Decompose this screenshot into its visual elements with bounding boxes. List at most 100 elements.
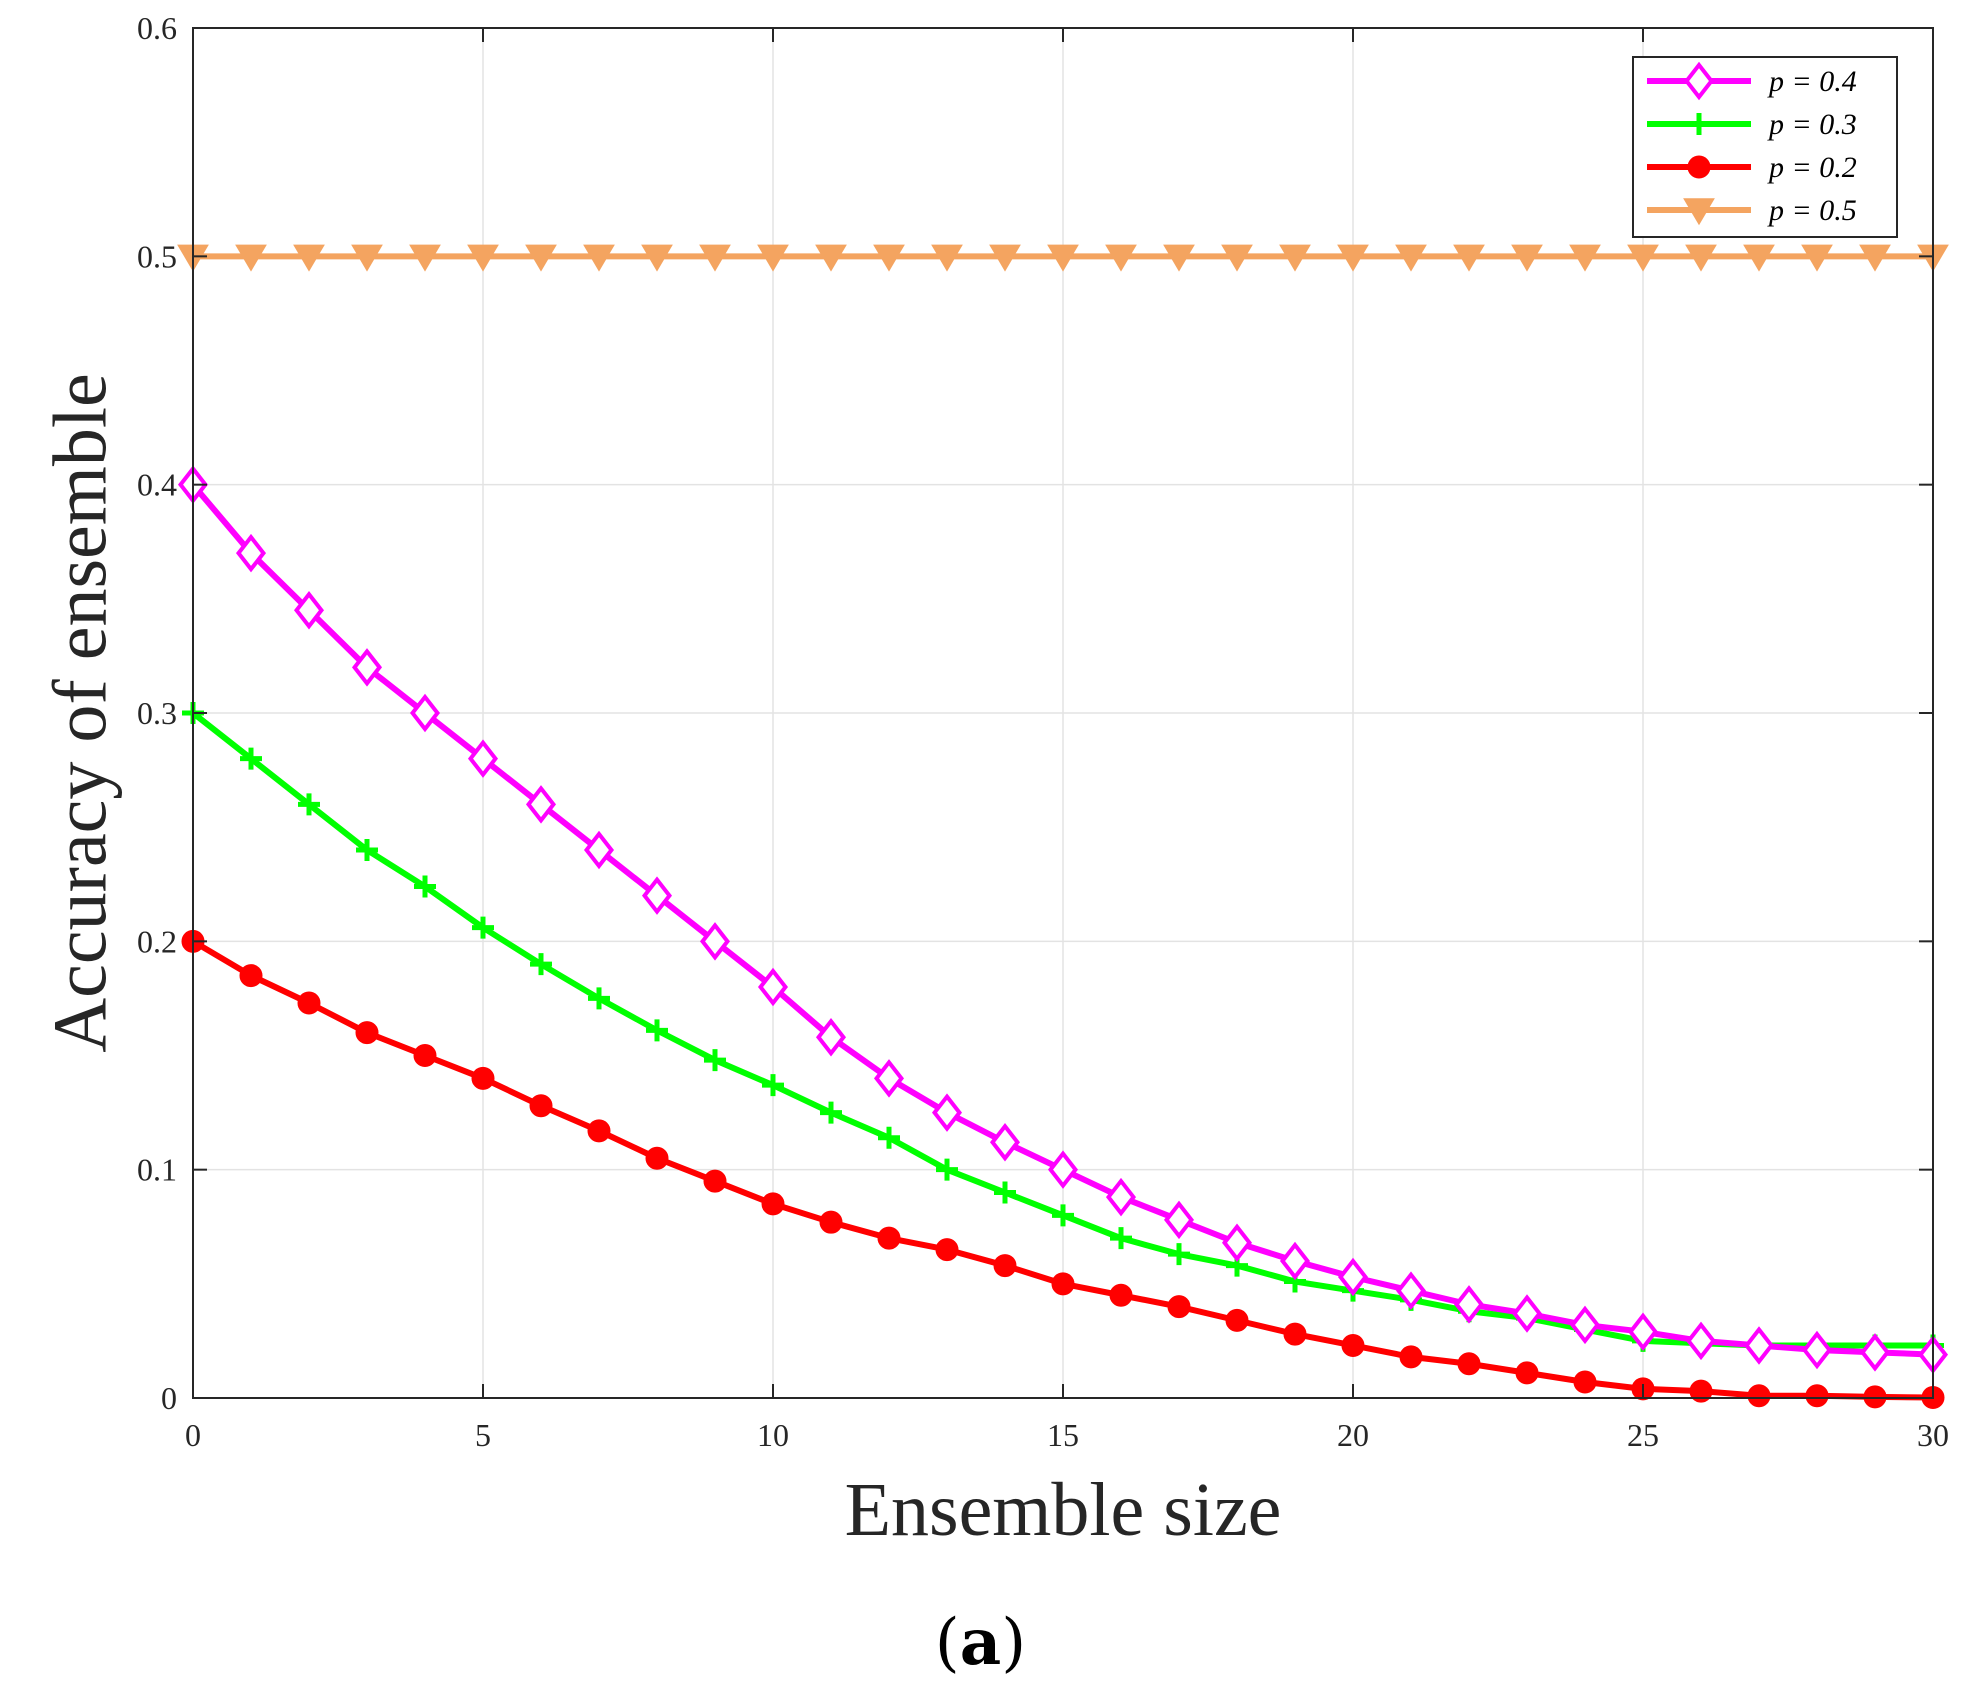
y-tick-label: 0.1 [137, 1152, 177, 1188]
data-point-p-0-2 [645, 1146, 669, 1170]
data-point-p-0-4 [235, 533, 267, 573]
data-point-p-0-3 [298, 793, 320, 816]
data-point-p-0-5 [1859, 244, 1891, 272]
data-point-p-0-4 [1569, 1305, 1601, 1345]
data-point-p-0-4 [931, 1093, 963, 1132]
x-axis-label: Ensemble size [845, 1468, 1282, 1552]
data-point-p-0-5 [1801, 244, 1833, 272]
data-point-p-0-4 [1627, 1312, 1659, 1352]
data-point-p-0-2 [297, 991, 321, 1015]
data-point-p-0-5 [1163, 244, 1195, 272]
data-point-p-0-2 [1689, 1379, 1713, 1403]
data-point-p-0-3 [1052, 1204, 1074, 1227]
data-point-p-0-3 [762, 1074, 784, 1097]
data-point-p-0-2 [1805, 1384, 1829, 1408]
x-tick-label: 5 [475, 1417, 491, 1453]
legend-marker-p-0-4 [1683, 61, 1715, 101]
data-point-p-0-4 [1337, 1257, 1369, 1297]
data-point-p-0-4 [351, 648, 383, 687]
series-p-0-5 [177, 244, 1949, 272]
y-tick-label: 0.5 [137, 238, 177, 274]
data-point-p-0-4 [641, 876, 673, 915]
data-point-p-0-3 [414, 875, 436, 898]
data-point-p-0-5 [873, 244, 905, 272]
y-tick-label: 0.3 [137, 695, 177, 731]
data-point-p-0-4 [1105, 1177, 1137, 1217]
data-point-p-0-5 [1743, 244, 1775, 272]
data-point-p-0-2 [703, 1169, 727, 1193]
data-point-p-0-5 [1279, 244, 1311, 272]
legend-marker-p-0-5 [1683, 198, 1715, 226]
y-tick-label: 0.6 [137, 10, 177, 46]
figure-caption: (a) [0, 1605, 1961, 1680]
data-point-p-0-2 [877, 1226, 901, 1250]
x-tick-label: 15 [1047, 1417, 1079, 1453]
data-point-p-0-4 [699, 922, 731, 961]
data-point-p-0-3 [530, 953, 552, 976]
data-point-p-0-4 [1395, 1271, 1427, 1310]
data-point-p-0-4 [293, 590, 325, 630]
data-point-p-0-5 [467, 244, 499, 272]
legend-marker-p-0-3 [1688, 113, 1710, 135]
data-point-p-0-3 [878, 1126, 900, 1149]
data-point-p-0-2 [355, 1021, 379, 1045]
data-point-p-0-4 [873, 1059, 905, 1098]
data-point-p-0-2 [1863, 1385, 1887, 1409]
data-point-p-0-2 [587, 1119, 611, 1143]
data-point-p-0-2 [819, 1210, 843, 1234]
data-point-p-0-2 [761, 1192, 785, 1216]
data-point-p-0-5 [1569, 244, 1601, 272]
data-point-p-0-5 [757, 244, 789, 272]
data-point-p-0-4 [1685, 1321, 1717, 1361]
data-point-p-0-4 [989, 1123, 1021, 1162]
data-point-p-0-5 [1627, 244, 1659, 272]
data-point-p-0-4 [467, 739, 499, 778]
data-point-p-0-3 [356, 839, 378, 861]
data-point-p-0-2 [413, 1044, 437, 1067]
data-point-p-0-5 [583, 244, 615, 272]
data-point-p-0-2 [1457, 1352, 1481, 1376]
data-point-p-0-4 [1801, 1330, 1833, 1370]
data-point-p-0-5 [1685, 244, 1717, 272]
legend-marker-p-0-2 [1687, 155, 1711, 179]
data-point-p-0-4 [525, 785, 557, 824]
data-point-p-0-5 [1511, 244, 1543, 272]
data-point-p-0-2 [1747, 1384, 1771, 1408]
data-point-p-0-5 [931, 244, 963, 272]
caption-letter: a [959, 1605, 1002, 1680]
caption-close-paren: ) [1001, 1606, 1027, 1680]
data-point-p-0-5 [815, 244, 847, 272]
data-point-p-0-2 [1341, 1333, 1365, 1357]
data-point-p-0-5 [235, 244, 267, 272]
data-point-p-0-2 [1167, 1295, 1191, 1319]
data-point-p-0-3 [704, 1049, 726, 1072]
series-p-0-4 [177, 465, 1949, 1374]
legend: p = 0.4 p = 0.3 p = 0.2 p = 0.5 [1632, 56, 1898, 238]
ticks: 0 5 10 15 20 25 30 0 0.1 0.2 0.3 0.4 0.5 0.6 [137, 10, 1949, 1453]
data-point-p-0-2 [1573, 1370, 1597, 1394]
y-tick-label: 0.4 [137, 467, 177, 503]
data-point-p-0-5 [525, 244, 557, 272]
y-tick-label: 0.2 [137, 923, 177, 959]
data-point-p-0-2 [1515, 1361, 1539, 1385]
data-point-p-0-4 [409, 693, 441, 733]
data-point-p-0-5 [1105, 244, 1137, 272]
data-point-p-0-3 [472, 916, 494, 939]
data-point-p-0-5 [1453, 244, 1485, 272]
data-point-p-0-2 [239, 964, 263, 988]
data-point-p-0-4 [1453, 1285, 1485, 1324]
data-point-p-0-2 [471, 1066, 495, 1090]
data-point-p-0-3 [240, 747, 262, 770]
data-point-p-0-5 [1221, 244, 1253, 272]
data-point-p-0-5 [351, 244, 383, 272]
x-tick-label: 0 [185, 1417, 201, 1453]
series-layer [177, 244, 1949, 1410]
x-tick-label: 20 [1337, 1417, 1369, 1453]
data-point-p-0-5 [641, 244, 673, 272]
data-point-p-0-5 [293, 244, 325, 272]
data-point-p-0-4 [1279, 1241, 1311, 1281]
data-point-p-0-2 [1283, 1322, 1307, 1346]
data-point-p-0-2 [935, 1238, 959, 1262]
data-point-p-0-5 [1395, 244, 1427, 272]
